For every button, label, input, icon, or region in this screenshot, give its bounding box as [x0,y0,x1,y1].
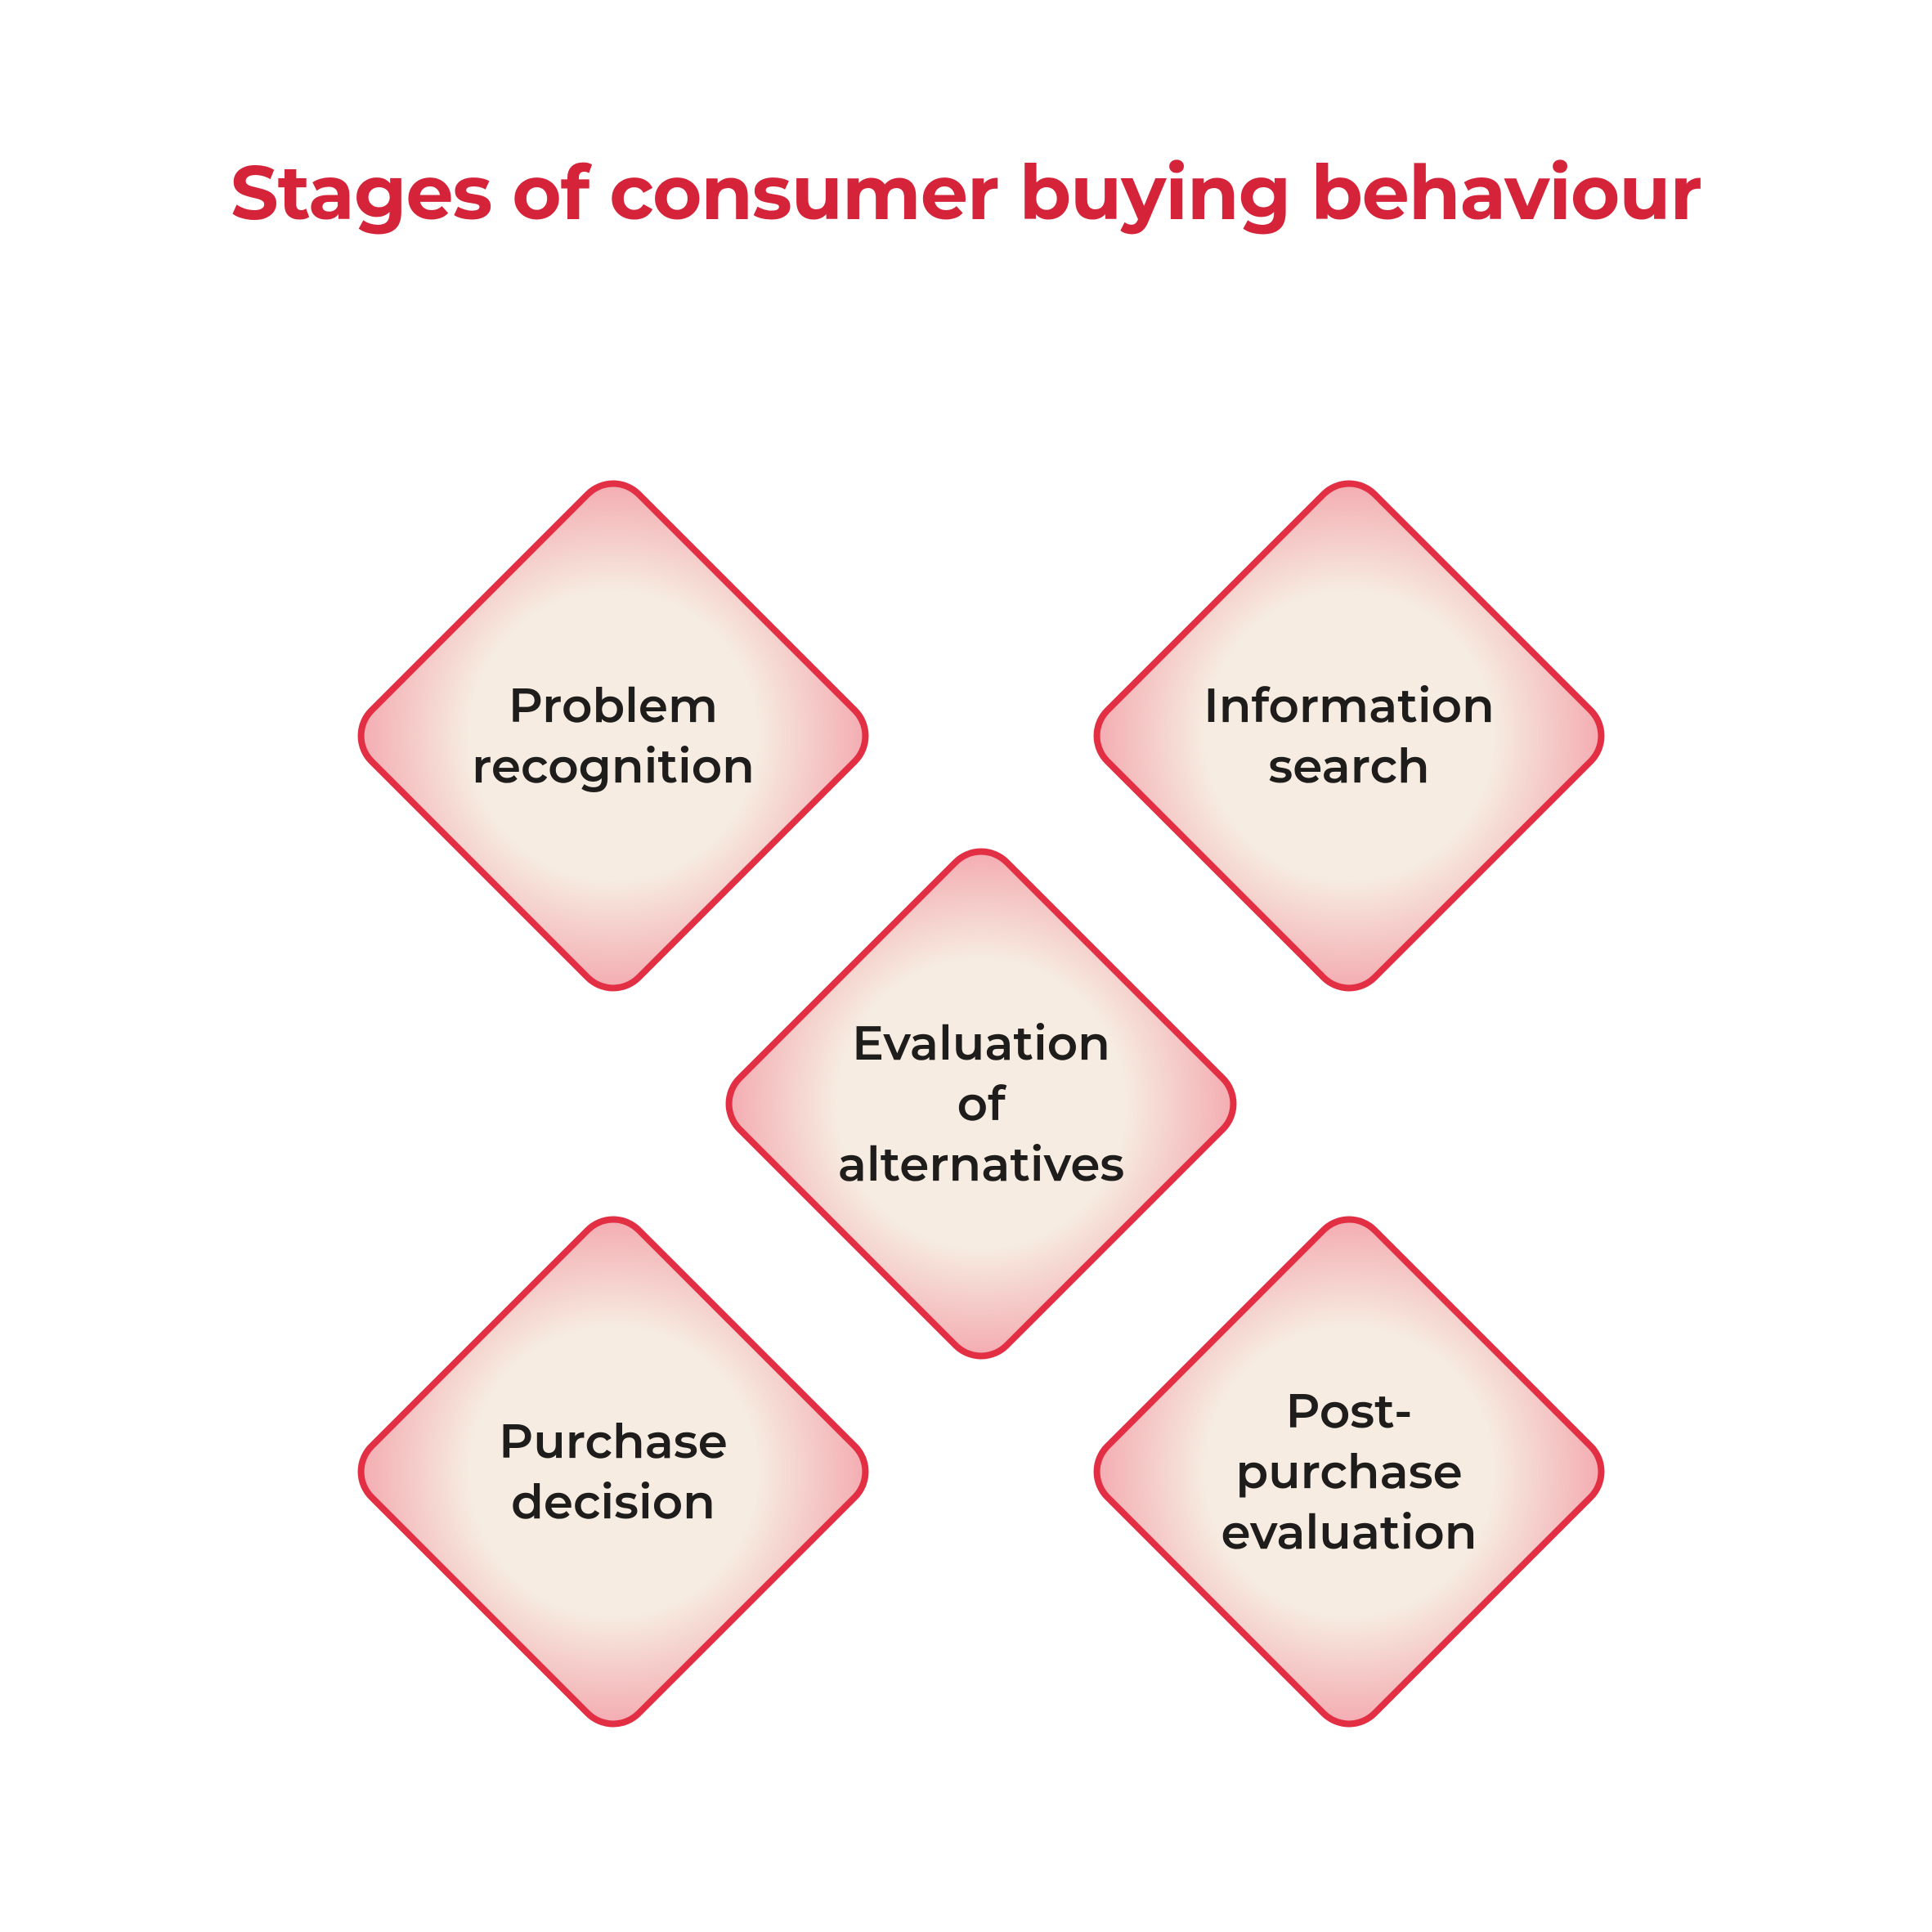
diamond-label-problem-recognition: Problem recognition [428,550,799,921]
diamond-label-information-search: Information search [1163,550,1535,921]
diagram-title: Stages of consumer buying behaviour [0,147,1932,239]
diamond-label-evaluation: Evaluation of alternatives [796,918,1167,1289]
diamond-label-purchase-decision: Purchase decision [428,1286,799,1657]
diamond-label-post-purchase: Post- purchase evaluation [1163,1286,1535,1657]
